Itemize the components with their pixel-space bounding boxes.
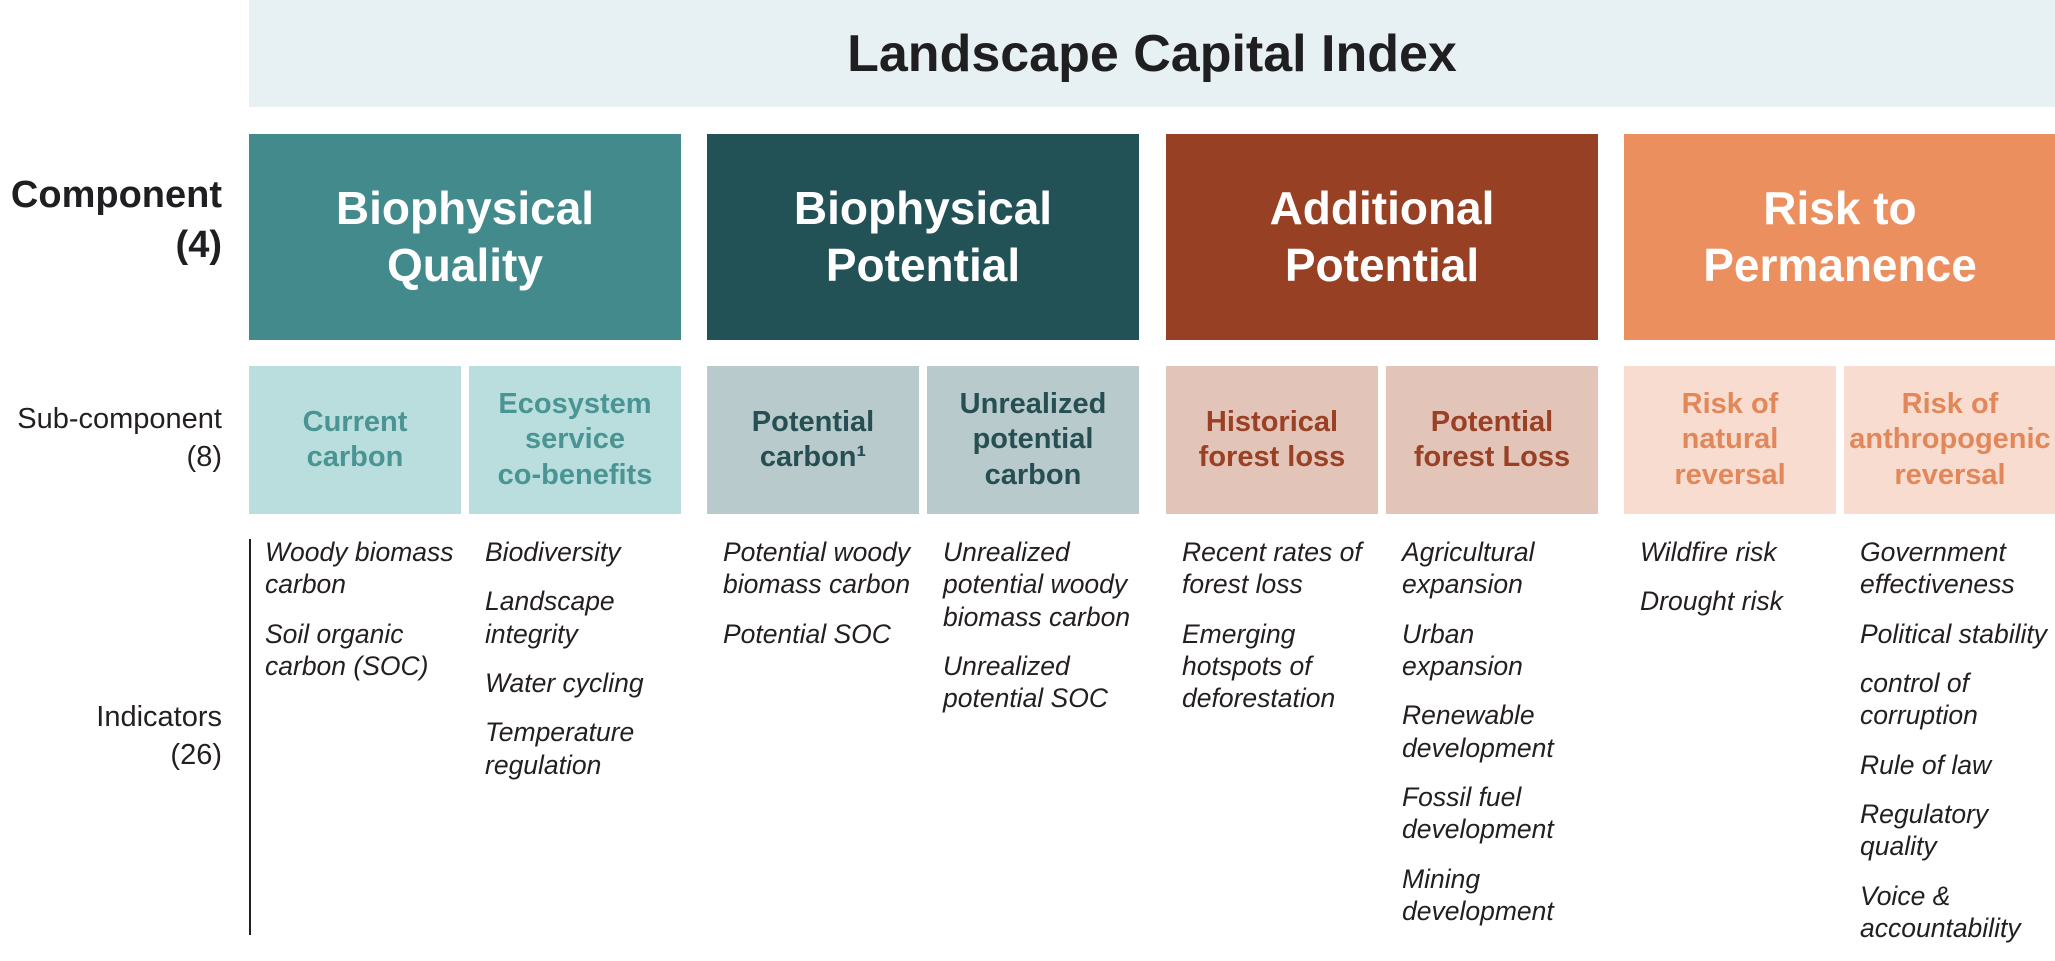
subcomponent-label-line: potential bbox=[972, 423, 1094, 456]
row-label-component-count: (4) bbox=[175, 224, 222, 267]
subcomponent-label-line: carbon bbox=[984, 458, 1082, 491]
indicator-item: Recent rates of forest loss bbox=[1182, 537, 1362, 600]
indicator-item: Temperature regulation bbox=[485, 717, 635, 780]
row-label-component: Component (4) bbox=[11, 170, 222, 270]
row-label-subcomponent: Sub-component (8) bbox=[17, 400, 222, 477]
indicator-list: Biodiversity Landscape integrity Water cyc… bbox=[469, 536, 681, 798]
subcomponent-label-line: Risk of bbox=[1681, 387, 1779, 420]
subcomponent-label-line: co-benefits bbox=[497, 458, 653, 491]
component-label-line: Risk to bbox=[1763, 181, 1917, 234]
subcomponent-label-line: Ecosystem bbox=[498, 387, 652, 420]
subcomponent-historical-forest-loss: Historical forest loss bbox=[1166, 366, 1378, 514]
indicator-item: Mining development bbox=[1402, 863, 1554, 926]
indicator-item: Renewable development bbox=[1402, 700, 1554, 763]
title-bar: Landscape Capital Index bbox=[249, 0, 2055, 107]
subcomponent-label-line: carbon bbox=[306, 441, 404, 473]
row-label-subcomponent-count: (8) bbox=[186, 441, 222, 474]
indicator-item: Drought risk bbox=[1640, 586, 1783, 617]
subcomponent-label-line: anthropogenic bbox=[1849, 423, 2051, 456]
indicator-item: Regulatory quality bbox=[1860, 798, 1989, 862]
indicator-item: Government effectiveness bbox=[1860, 537, 2015, 600]
component-label-line: Biophysical bbox=[793, 181, 1053, 234]
indicator-list: Unrealized potential woody biomass carbo… bbox=[927, 536, 1139, 732]
indicator-list: Government effectiveness Political stabil… bbox=[1844, 536, 2055, 961]
subcomponent-label-line: Potential bbox=[751, 405, 875, 438]
indicator-item: Landscape integrity bbox=[485, 586, 615, 649]
component-label-line: Biophysical bbox=[335, 181, 595, 234]
subcomponent-risk-of-anthropogenic-reversal: Risk of anthropogenic reversal bbox=[1844, 366, 2055, 514]
subcomponent-label-line: service bbox=[525, 423, 625, 456]
indicator-item: Woody biomass carbon bbox=[265, 537, 454, 600]
indicator-list: Agricultural expansion Urban expansion Ren… bbox=[1386, 536, 1598, 944]
subcomponent-unrealized-potential-carbon: Unrealized potential carbon bbox=[927, 366, 1139, 514]
indicator-item: Biodiversity bbox=[485, 537, 621, 567]
subcomponent-label-line: forest loss bbox=[1198, 441, 1346, 473]
component-label-line: Potential bbox=[1284, 239, 1480, 291]
row-label-indicators: Indicators (26) bbox=[96, 698, 222, 775]
indicator-item: Potential SOC bbox=[723, 618, 891, 649]
subcomponent-label-line: Current bbox=[302, 405, 408, 438]
indicator-item: Emerging hotspots of deforestation bbox=[1182, 618, 1336, 714]
indicator-item: Wildfire risk bbox=[1640, 537, 1777, 567]
indicator-item: Agricultural expansion bbox=[1402, 537, 1535, 600]
indicator-item: Urban expansion bbox=[1402, 618, 1523, 681]
indicator-item: Rule of law bbox=[1860, 749, 1992, 780]
subcomponent-label-line: Risk of bbox=[1901, 387, 1999, 420]
row-label-indicators-name: Indicators bbox=[96, 701, 222, 733]
indicator-item: Political stability bbox=[1860, 618, 2048, 649]
indicator-item: Fossil fuel development bbox=[1402, 781, 1554, 845]
indicator-item: Water cycling bbox=[485, 667, 644, 698]
component-label-line: Permanence bbox=[1703, 239, 1977, 291]
subcomponent-label-line: carbon¹ bbox=[759, 441, 867, 473]
indicators-divider-line bbox=[249, 539, 251, 935]
component-biophysical-quality: Biophysical Quality bbox=[249, 134, 681, 340]
subcomponent-label-line: forest Loss bbox=[1413, 441, 1571, 473]
component-additional-potential: Additional Potential bbox=[1166, 134, 1598, 340]
subcomponent-potential-forest-loss: Potential forest Loss bbox=[1386, 366, 1598, 514]
subcomponent-label-line: natural bbox=[1681, 423, 1779, 456]
subcomponent-label-line: Historical bbox=[1205, 405, 1339, 438]
subcomponent-label-line: reversal bbox=[1674, 458, 1786, 491]
component-biophysical-potential: Biophysical Potential bbox=[707, 134, 1139, 340]
component-label-line: Additional bbox=[1269, 181, 1495, 234]
indicator-item: Potential woody biomass carbon bbox=[723, 537, 911, 600]
indicator-item: Unrealized potential woody biomass carbo… bbox=[943, 537, 1131, 632]
indicator-item: Soil organic carbon (SOC) bbox=[265, 618, 429, 681]
indicator-list: Woody biomass carbon Soil organic carbon … bbox=[249, 536, 461, 699]
row-label-subcomponent-name: Sub-component bbox=[17, 403, 222, 435]
indicator-item: control of corruption bbox=[1860, 667, 1978, 731]
subcomponent-ecosystem-service-co-benefits: Ecosystem service co-benefits bbox=[469, 366, 681, 514]
indicator-list: Potential woody biomass carbon Potential … bbox=[707, 536, 919, 667]
row-label-component-name: Component bbox=[10, 174, 222, 216]
index-title: Landscape Capital Index bbox=[847, 24, 1457, 83]
component-label-line: Potential bbox=[825, 239, 1021, 291]
indicator-list: Recent rates of forest loss Emerging hots… bbox=[1166, 536, 1378, 732]
component-label-line: Quality bbox=[387, 239, 543, 291]
indicator-list: Wildfire risk Drought risk bbox=[1624, 536, 1836, 635]
indicator-item: Unrealized potential SOC bbox=[943, 650, 1108, 714]
subcomponent-label-line: reversal bbox=[1894, 458, 2006, 491]
indicator-item: Voice & accountability bbox=[1860, 880, 2021, 943]
subcomponent-potential-carbon: Potential carbon¹ bbox=[707, 366, 919, 514]
subcomponent-label-line: Potential bbox=[1430, 405, 1554, 438]
component-risk-to-permanence: Risk to Permanence bbox=[1624, 134, 2055, 340]
subcomponent-risk-of-natural-reversal: Risk of natural reversal bbox=[1624, 366, 1836, 514]
subcomponent-label-line: Unrealized bbox=[959, 387, 1107, 420]
row-label-indicators-count: (26) bbox=[170, 739, 222, 772]
subcomponent-current-carbon: Current carbon bbox=[249, 366, 461, 514]
